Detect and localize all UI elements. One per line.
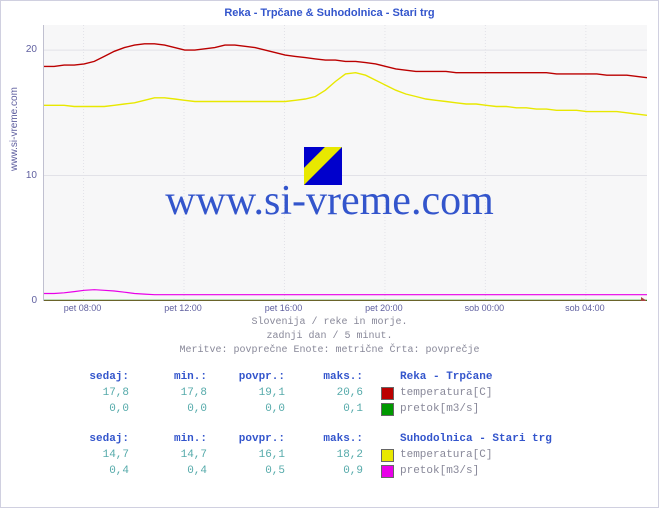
- val-sedaj: 0,4: [51, 465, 129, 477]
- col-maks: maks.:: [285, 371, 363, 383]
- logo-icon: [304, 147, 342, 185]
- x-axis-tick: sob 04:00: [565, 303, 605, 313]
- x-axis-tick: pet 08:00: [64, 303, 102, 313]
- stats-block: sedaj: min.: povpr.: maks.: Reka - Trpča…: [51, 369, 638, 417]
- caption-line-3: Meritve: povprečne Enote: metrične Črta:…: [1, 345, 658, 356]
- val-maks: 0,1: [285, 403, 363, 415]
- line-chart: [43, 25, 647, 301]
- val-povpr: 0,5: [207, 465, 285, 477]
- frame: www.si-vreme.com Reka - Trpčane & Suhodo…: [0, 0, 659, 508]
- x-axis-tick: pet 20:00: [365, 303, 403, 313]
- val-povpr: 19,1: [207, 387, 285, 399]
- val-sedaj: 0,0: [51, 403, 129, 415]
- col-min: min.:: [129, 371, 207, 383]
- color-swatch: [381, 387, 394, 400]
- color-swatch: [381, 403, 394, 416]
- color-swatch: [381, 465, 394, 478]
- val-min: 0,0: [129, 403, 207, 415]
- val-sedaj: 14,7: [51, 449, 129, 461]
- val-povpr: 16,1: [207, 449, 285, 461]
- col-maks: maks.:: [285, 433, 363, 445]
- y-axis-tick: 20: [7, 44, 37, 55]
- col-min: min.:: [129, 433, 207, 445]
- x-axis-tick: pet 12:00: [164, 303, 202, 313]
- caption-line-1: Slovenija / reke in morje.: [1, 317, 658, 328]
- val-min: 17,8: [129, 387, 207, 399]
- series-title: Suhodolnica - Stari trg: [400, 433, 552, 445]
- chart-title: Reka - Trpčane & Suhodolnica - Stari trg: [1, 7, 658, 19]
- metric-label: pretok[m3/s]: [400, 403, 479, 415]
- caption-line-2: zadnji dan / 5 minut.: [1, 331, 658, 342]
- stats-row: 14,7 14,7 16,1 18,2 temperatura[C]: [51, 447, 638, 463]
- metric-label: temperatura[C]: [400, 449, 492, 461]
- stats-row: 0,0 0,0 0,0 0,1 pretok[m3/s]: [51, 401, 638, 417]
- val-sedaj: 17,8: [51, 387, 129, 399]
- val-min: 0,4: [129, 465, 207, 477]
- series-title: Reka - Trpčane: [400, 371, 492, 383]
- stats-block: sedaj: min.: povpr.: maks.: Suhodolnica …: [51, 431, 638, 479]
- col-povpr: povpr.:: [207, 433, 285, 445]
- color-swatch: [381, 449, 394, 462]
- metric-label: pretok[m3/s]: [400, 465, 479, 477]
- metric-label: temperatura[C]: [400, 387, 492, 399]
- val-maks: 0,9: [285, 465, 363, 477]
- stats-row: 0,4 0,4 0,5 0,9 pretok[m3/s]: [51, 463, 638, 479]
- x-axis-tick: pet 16:00: [265, 303, 303, 313]
- val-min: 14,7: [129, 449, 207, 461]
- y-axis-tick: 0: [7, 295, 37, 306]
- val-maks: 18,2: [285, 449, 363, 461]
- stats-row: 17,8 17,8 19,1 20,6 temperatura[C]: [51, 385, 638, 401]
- outer-y-label: www.si-vreme.com: [9, 87, 20, 171]
- col-sedaj: sedaj:: [51, 433, 129, 445]
- col-povpr: povpr.:: [207, 371, 285, 383]
- val-maks: 20,6: [285, 387, 363, 399]
- val-povpr: 0,0: [207, 403, 285, 415]
- col-sedaj: sedaj:: [51, 371, 129, 383]
- y-axis-tick: 10: [7, 170, 37, 181]
- x-axis-tick: sob 00:00: [465, 303, 505, 313]
